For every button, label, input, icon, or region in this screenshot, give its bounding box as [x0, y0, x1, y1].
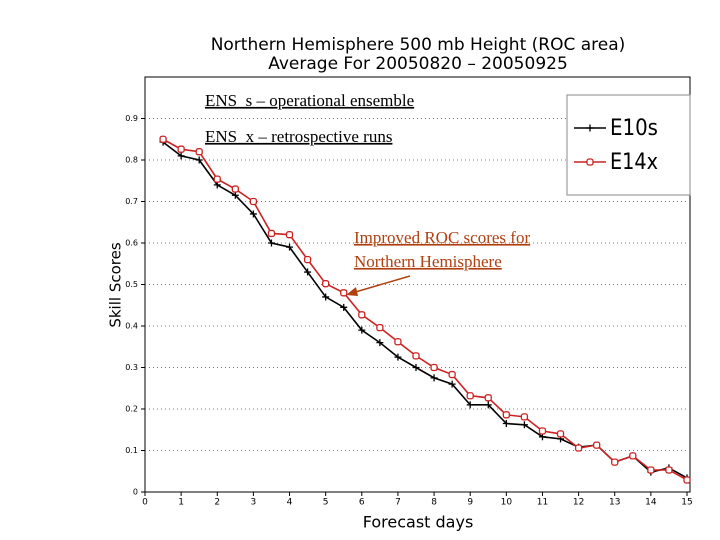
x-tick-label: 0	[142, 498, 148, 508]
chart-subtitle: Average For 20050820 – 20050925	[268, 54, 568, 74]
marker	[267, 239, 275, 247]
annotation: ENS_x – retrospective runs	[205, 127, 392, 146]
annotation-arrow	[351, 275, 411, 294]
marker	[358, 311, 366, 319]
annotation: Northern Hemisphere	[354, 252, 502, 271]
marker	[394, 338, 402, 346]
x-tick-label: 13	[609, 498, 620, 508]
legend-marker	[586, 124, 594, 132]
annotation: ENS_s – operational ensemble	[205, 91, 414, 110]
marker	[159, 135, 167, 143]
marker	[448, 380, 456, 388]
marker	[322, 293, 330, 301]
y-tick-label: 0.9	[125, 114, 138, 123]
marker	[665, 466, 673, 474]
x-tick-label: 12	[573, 498, 584, 508]
marker	[340, 289, 348, 297]
marker	[593, 441, 601, 449]
marker	[195, 148, 203, 156]
marker	[448, 370, 456, 379]
marker	[340, 303, 348, 311]
marker	[412, 352, 420, 360]
marker	[231, 191, 239, 199]
annotation-arrowhead	[346, 287, 358, 296]
y-tick-label: 0.4	[125, 322, 138, 331]
marker	[267, 229, 276, 238]
x-tick-label: 1	[178, 498, 184, 508]
y-tick-label: 0.8	[125, 156, 138, 165]
marker	[412, 364, 420, 371]
y-tick-label: 0.7	[125, 197, 138, 206]
marker	[484, 394, 492, 402]
marker	[430, 374, 438, 382]
x-tick-label: 6	[359, 498, 365, 508]
chart-title: Northern Hemisphere 500 mb Height (ROC a…	[211, 35, 626, 55]
marker	[484, 401, 492, 409]
annotation-background	[203, 89, 417, 111]
x-tick-label: 5	[323, 498, 329, 508]
x-tick-label: 9	[467, 498, 473, 508]
y-tick-label: 0.5	[125, 280, 138, 289]
marker	[195, 156, 203, 164]
x-tick-label: 7	[395, 498, 401, 508]
legend-label: E10s	[610, 116, 658, 141]
marker	[231, 185, 239, 193]
y-tick-label: 0.1	[125, 446, 138, 455]
marker	[502, 411, 510, 419]
marker	[213, 175, 221, 183]
marker	[322, 280, 330, 288]
legend-marker	[586, 158, 594, 166]
marker	[538, 427, 547, 435]
marker	[629, 452, 637, 460]
marker	[177, 152, 185, 160]
marker	[647, 466, 655, 474]
marker	[304, 268, 312, 276]
annotation: Improved ROC scores for	[354, 228, 530, 247]
x-axis-label: Forecast days	[363, 513, 474, 532]
marker	[249, 210, 257, 218]
marker	[683, 476, 691, 484]
marker	[286, 243, 294, 251]
x-tick-label: 8	[431, 498, 437, 508]
x-tick-label: 15	[681, 498, 692, 508]
marker	[394, 353, 402, 361]
x-tick-label: 4	[287, 498, 293, 508]
x-tick-label: 14	[645, 498, 657, 508]
marker	[177, 145, 185, 153]
annotation-background	[203, 125, 395, 147]
marker	[466, 401, 474, 409]
x-tick-label: 11	[537, 498, 548, 508]
x-tick-label: 2	[214, 498, 220, 508]
y-axis-label: Skill Scores	[107, 242, 125, 327]
marker	[303, 255, 312, 264]
marker	[574, 444, 583, 452]
legend-label: E14x	[610, 150, 658, 175]
marker	[249, 197, 258, 206]
marker	[502, 420, 510, 428]
x-tick-label: 10	[501, 498, 513, 508]
y-tick-label: 0.2	[125, 405, 138, 414]
marker	[556, 430, 565, 438]
marker	[466, 392, 474, 400]
marker	[376, 324, 384, 332]
marker	[611, 458, 619, 466]
marker	[520, 413, 529, 421]
marker	[376, 339, 384, 347]
y-tick-label: 0.6	[125, 239, 138, 248]
x-tick-label: 3	[251, 498, 257, 508]
y-tick-label: 0	[133, 488, 138, 497]
marker	[285, 231, 294, 239]
marker	[520, 421, 528, 429]
legend-box	[566, 94, 691, 196]
y-tick-label: 0.3	[125, 363, 138, 372]
marker	[430, 363, 438, 372]
marker	[358, 326, 366, 334]
